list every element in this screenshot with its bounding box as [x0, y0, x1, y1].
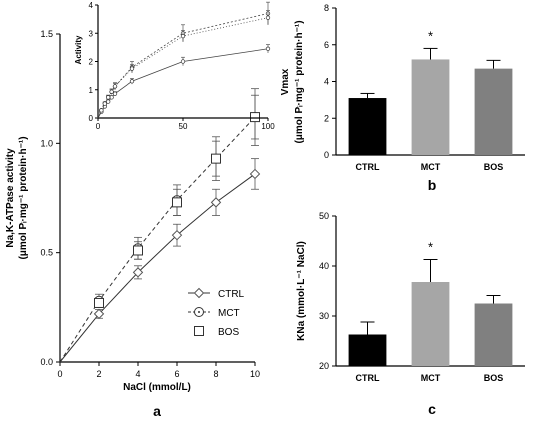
- panel-a-y-axis-label-line2: (μmol Pᵢ·mg⁻¹ protein·h⁻¹): [18, 136, 29, 259]
- inset-y-tick-label: 3: [89, 29, 94, 38]
- panel-a-x-tick-label: 4: [135, 369, 140, 379]
- panel-b-bar-chart: 0 2 4 6 8 CTRL MCT * BOS Vmax (μmol Pᵢ·mg⁻¹ pro…: [280, 3, 525, 193]
- panel-c-y-axis-label: KNa (mmol·L⁻¹ NaCl): [296, 241, 307, 341]
- legend-marker-bos: [194, 326, 204, 336]
- inset-point-ctrl: [112, 91, 118, 96]
- panel-c-significance-mct: *: [428, 240, 433, 255]
- panel-a-x-tick-label: 0: [57, 369, 62, 379]
- panel-a-line-mct: [59, 116, 256, 363]
- inset-y-axis-label: Activity: [74, 35, 83, 64]
- legend-label-ctrl: CTRL: [218, 289, 245, 300]
- inset-point-bos: [102, 101, 107, 106]
- panel-b-category-label-ctrl: CTRL: [356, 162, 380, 172]
- panel-a-line-chart: 0 2 4 6 8 10 0.00.51.01.5 NaCl (mmol/L) Na,K-…: [5, 1, 275, 419]
- panel-c-y-tick-label: 30: [319, 311, 329, 321]
- panel-b-y-tick-label: 4: [324, 77, 329, 87]
- panel-a-point-bos: [133, 245, 143, 256]
- panel-a-x-tick-label: 6: [174, 369, 179, 379]
- panel-b-category-label-bos: BOS: [484, 162, 504, 172]
- panel-c-bar-mct: [411, 282, 450, 366]
- panel-a-y-axis-label-line1: Na,K-ATPase activity: [5, 148, 16, 248]
- panel-b-category-label-mct: MCT: [421, 162, 441, 172]
- panel-b-bar-ctrl: [348, 98, 387, 155]
- legend-marker-mct-center: [198, 311, 200, 313]
- panel-c-bar-ctrl: [348, 334, 387, 366]
- inset-x-tick-label: 50: [179, 122, 188, 131]
- inset-x-tick-label: 100: [261, 122, 275, 131]
- panel-a-point-ctrl: [171, 229, 183, 241]
- inset-point-ctrl: [129, 79, 135, 84]
- panel-a-point-bos: [172, 197, 182, 208]
- panel-c-bar-bos: [474, 303, 513, 366]
- panel-a-inset-chart: 0 50 100 0 1 2 3 4 Activity: [74, 1, 275, 131]
- panel-c-y-tick-label: 40: [319, 261, 329, 271]
- panel-a-x-axis-label: NaCl (mmol/L): [123, 382, 191, 393]
- panel-a-point-bos: [211, 153, 221, 164]
- panel-c-label: c: [428, 401, 436, 417]
- panel-c-category-label-mct: MCT: [421, 373, 441, 383]
- inset-y-tick-label: 2: [89, 58, 94, 67]
- panel-a-legend: CTRL MCT BOS: [188, 287, 245, 338]
- inset-point-bos: [265, 15, 271, 20]
- panel-b-bar-bos: [474, 68, 513, 155]
- inset-y-tick-label: 0: [89, 114, 94, 123]
- inset-point-ctrl: [106, 99, 111, 104]
- panel-a-point-ctrl: [210, 197, 222, 208]
- panel-b-y-tick-label: 0: [324, 150, 329, 160]
- inset-y-tick-label: 1: [89, 86, 94, 95]
- legend-marker-ctrl: [193, 287, 205, 299]
- panel-a-point-bos: [94, 297, 104, 308]
- inset-point-ctrl: [265, 46, 271, 51]
- panel-b-y-tick-label: 8: [324, 3, 329, 13]
- panel-a-y-tick-label: 1.5: [40, 29, 53, 39]
- panel-b-y-tick-label: 6: [324, 40, 329, 50]
- panel-c-y-tick-label: 20: [319, 361, 329, 371]
- panel-a-label: a: [153, 403, 161, 419]
- panel-b-significance-mct: *: [428, 28, 433, 43]
- inset-point-bos: [106, 95, 111, 100]
- panel-a-y-tick-label: 0.0: [40, 357, 53, 367]
- panel-a-y-tick-label: 0.5: [40, 248, 53, 258]
- inset-point-bos: [109, 89, 114, 94]
- panel-a-line-ctrl: [59, 173, 256, 363]
- panel-b-label: b: [428, 177, 437, 193]
- panel-c-y-tick-label: 50: [319, 211, 329, 221]
- panel-b-y-axis-label-line2: (μmol Pᵢ·mg⁻¹ protein·h⁻¹): [294, 20, 305, 143]
- panel-a-x-tick-label: 2: [96, 369, 101, 379]
- panel-a-x-tick-label: 8: [213, 369, 218, 379]
- legend-label-bos: BOS: [218, 327, 239, 338]
- inset-point-bos: [112, 84, 118, 89]
- inset-point-bos: [180, 33, 186, 39]
- inset-point-ctrl: [180, 59, 186, 64]
- inset-point-bos: [99, 108, 104, 113]
- panel-a-x-tick-label: 10: [250, 369, 260, 379]
- panel-a-point-bos: [250, 112, 260, 123]
- inset-point-bos: [129, 66, 135, 71]
- inset-y-tick-label: 4: [89, 1, 94, 10]
- panel-c-bar-chart: 20 30 40 50 CTRL MCT * BOS KNa (mmol·L⁻¹ NaCl)…: [296, 211, 525, 417]
- inset-x-tick-label: 0: [96, 122, 101, 131]
- legend-label-mct: MCT: [218, 308, 240, 319]
- panel-b-bar-mct: [411, 59, 450, 156]
- panel-c-category-label-ctrl: CTRL: [356, 373, 380, 383]
- panel-a-point-ctrl: [132, 267, 144, 278]
- panel-c-category-label-bos: BOS: [484, 373, 504, 383]
- panel-b-y-tick-label: 2: [324, 113, 329, 123]
- panel-a-y-tick-label: 1.0: [40, 138, 53, 148]
- panel-a-point-ctrl: [93, 308, 105, 320]
- panel-b-y-axis-label-line1: Vmax: [280, 68, 291, 95]
- panel-a-point-ctrl: [249, 168, 261, 180]
